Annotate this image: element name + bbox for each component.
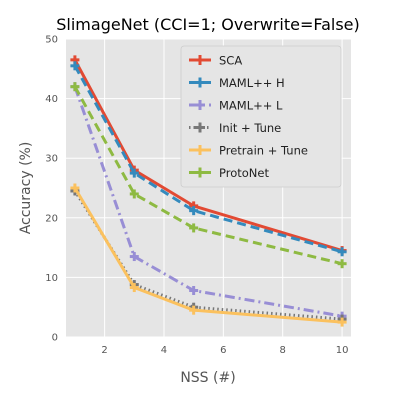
legend-label: ProtoNet [219,166,269,180]
series-line-sca [73,59,343,253]
x-tick-label: 4 [161,345,167,356]
legend-label: MAML++ L [219,99,283,113]
legend-item-sca: SCA [189,54,242,68]
legend-label: Pretrain + Tune [219,144,308,158]
legend-marker [195,122,205,133]
y-tick-label: 30 [45,154,58,165]
y-tick-label: 40 [45,94,58,105]
x-tick-label: 8 [280,345,286,356]
legend-item-protonet: ProtoNet [189,166,269,180]
series-line-pretrain-tune [73,187,343,324]
tick-labels: 2 4 6 8 10 0 10 20 30 40 50 [45,35,348,357]
data-point-pretrain-tune [129,283,139,293]
legend-label: SCA [219,54,242,68]
series-pretrain-tune [70,183,347,327]
legend-marker [195,100,205,110]
data-point-maml-l [189,286,199,296]
data-point-maml-h [189,206,199,216]
x-tick-label: 10 [336,345,349,356]
legend-label: MAML++ H [219,76,285,90]
x-tick-label: 2 [101,345,107,356]
legend-marker [195,145,205,155]
x-axis-label: NSS (#) [180,370,235,386]
y-tick-label: 0 [52,333,58,344]
data-point-pretrain-tune [70,183,80,193]
chart-title: SlimageNet (CCI=1; Overwrite=False) [56,15,360,34]
y-axis-label: Accuracy (%) [18,142,34,235]
x-tick-label: 6 [220,345,226,356]
y-tick-label: 20 [45,213,58,224]
data-point-pretrain-tune [337,317,347,327]
data-point-protonet [337,259,347,269]
data-point-protonet [189,223,199,233]
series-line-maml-h [73,65,343,254]
legend-marker [195,55,205,65]
legend-item-maml-l: MAML++ L [189,99,283,113]
series-maml-h [70,61,347,257]
legend-label: Init + Tune [219,121,281,135]
legend: SCA MAML++ H MAML++ L Init + Tune Pretrain +… [180,45,342,188]
series-line-maml-l [73,86,343,318]
data-point-maml-h [70,61,80,71]
data-point-protonet [129,189,139,199]
series-layer [70,55,347,327]
legend-marker [195,77,205,88]
y-tick-label: 10 [45,273,58,284]
data-point-pretrain-tune [189,305,199,315]
data-point-maml-l [129,252,139,262]
legend-item-init-tune: Init + Tune [189,121,281,135]
y-tick-label: 50 [45,35,58,46]
legend-item-maml-h: MAML++ H [189,76,285,90]
series-protonet [70,82,347,269]
legend-marker [195,167,205,178]
data-point-maml-h [129,168,139,178]
legend-box [180,45,342,188]
data-point-maml-h [337,247,347,257]
series-line-protonet [73,85,343,266]
data-point-protonet [70,82,80,92]
legend-item-pretrain-tune: Pretrain + Tune [189,144,308,158]
